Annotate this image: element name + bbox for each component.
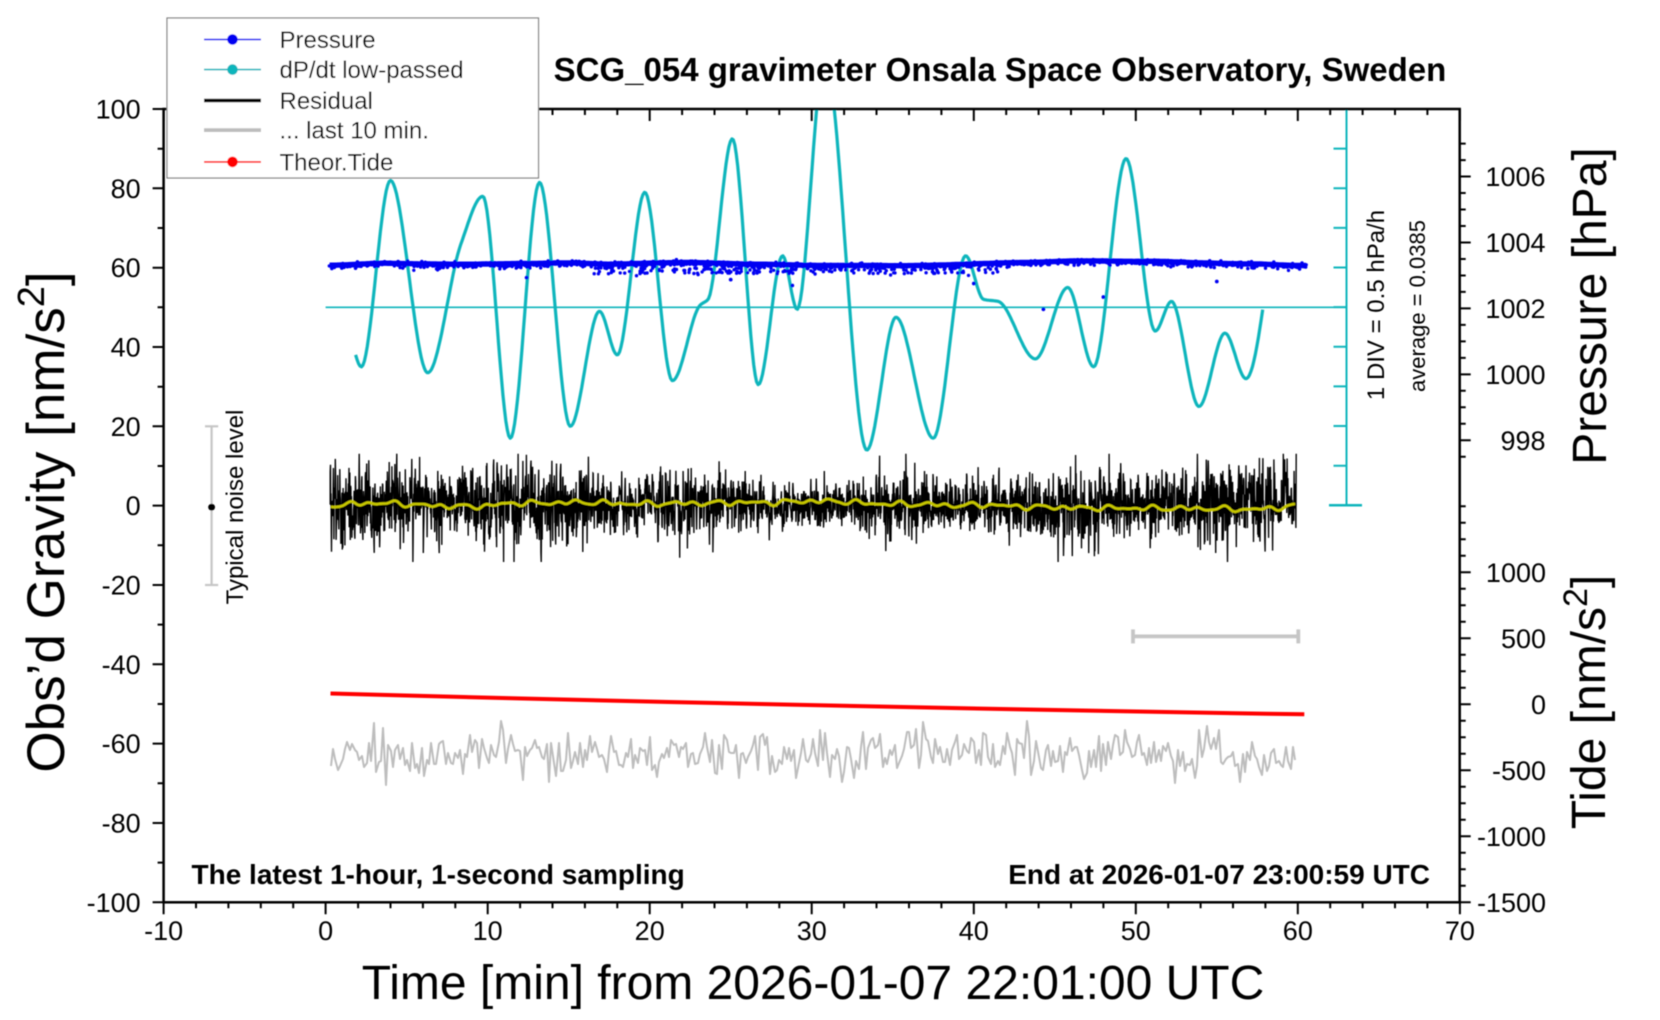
- svg-text:1000: 1000: [1485, 360, 1545, 390]
- svg-text:-60: -60: [102, 729, 141, 759]
- svg-text:Pressure: Pressure: [280, 27, 376, 54]
- svg-text:1002: 1002: [1485, 294, 1545, 324]
- svg-text:End at 2026-01-07 23:00:59 UTC: End at 2026-01-07 23:00:59 UTC: [1008, 859, 1430, 890]
- svg-text:40: 40: [959, 916, 989, 946]
- svg-text:20: 20: [635, 916, 665, 946]
- svg-text:Pressure [hPa]: Pressure [hPa]: [1564, 147, 1617, 464]
- svg-text:50: 50: [1121, 916, 1151, 946]
- svg-text:1 DIV = 0.5 hPa/h: 1 DIV = 0.5 hPa/h: [1363, 210, 1390, 400]
- svg-text:-40: -40: [102, 650, 141, 680]
- svg-text:1004: 1004: [1485, 228, 1545, 258]
- svg-text:Obs’d Gravity [nm/s2]: Obs’d Gravity [nm/s2]: [11, 271, 76, 772]
- svg-text:Time [min] from 2026-01-07 22:: Time [min] from 2026-01-07 22:01:00 UTC: [362, 957, 1265, 1010]
- svg-text:-500: -500: [1492, 756, 1546, 786]
- svg-text:dP/dt low-passed: dP/dt low-passed: [280, 57, 464, 84]
- svg-text:-1500: -1500: [1477, 888, 1546, 918]
- svg-text:998: 998: [1500, 426, 1545, 456]
- svg-text:1000: 1000: [1486, 558, 1546, 588]
- svg-text:0: 0: [318, 916, 333, 946]
- svg-text:60: 60: [1283, 916, 1313, 946]
- svg-text:40: 40: [111, 332, 141, 362]
- svg-text:average = 0.0385: average = 0.0385: [1405, 220, 1430, 392]
- svg-text:20: 20: [111, 412, 141, 442]
- svg-text:1006: 1006: [1485, 162, 1545, 192]
- svg-text:-10: -10: [144, 916, 183, 946]
- svg-text:-20: -20: [102, 570, 141, 600]
- svg-text:60: 60: [111, 253, 141, 283]
- svg-text:80: 80: [111, 174, 141, 204]
- svg-text:Typical noise level: Typical noise level: [222, 410, 249, 605]
- svg-text:0: 0: [126, 491, 141, 521]
- svg-text:500: 500: [1501, 624, 1546, 654]
- svg-text:-100: -100: [87, 888, 141, 918]
- svg-text:100: 100: [96, 95, 141, 125]
- svg-text:Residual: Residual: [280, 88, 373, 115]
- svg-text:... last 10 min.: ... last 10 min.: [280, 118, 429, 145]
- svg-text:SCG_054 gravimeter Onsala Spac: SCG_054 gravimeter Onsala Space Observat…: [554, 51, 1447, 88]
- svg-text:Theor.Tide: Theor.Tide: [280, 149, 394, 176]
- svg-text:0: 0: [1531, 690, 1546, 720]
- svg-text:-1000: -1000: [1477, 822, 1546, 852]
- svg-text:Tide [nm/s2]: Tide [nm/s2]: [1557, 575, 1616, 830]
- svg-text:10: 10: [473, 916, 503, 946]
- svg-text:-80: -80: [102, 808, 141, 838]
- svg-text:The latest 1-hour, 1-second sa: The latest 1-hour, 1-second sampling: [192, 859, 685, 890]
- svg-text:70: 70: [1445, 916, 1475, 946]
- svg-text:30: 30: [797, 916, 827, 946]
